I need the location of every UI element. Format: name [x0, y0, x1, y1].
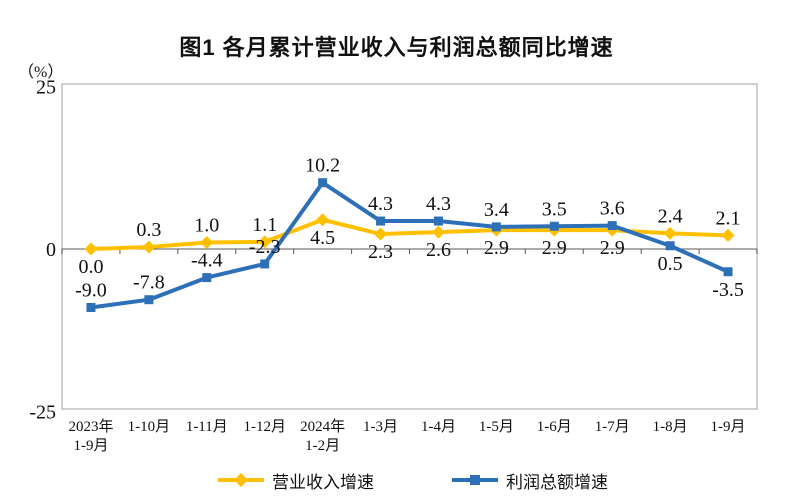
data-point-marker: [721, 228, 735, 242]
data-point-label: -9.0: [75, 280, 107, 302]
data-point-label: 0.0: [78, 256, 103, 278]
data-point-marker: [491, 222, 501, 232]
data-point-marker: [200, 236, 214, 249]
y-axis-tick-labels: 25 0 -25: [29, 77, 56, 424]
x-tick-label: 2023年: [68, 418, 113, 435]
data-point-marker: [374, 227, 388, 241]
data-point-marker: [316, 213, 330, 227]
data-point-label: 3.5: [542, 198, 567, 220]
data-point-label: 0.5: [658, 253, 683, 275]
category-axis: [61, 248, 758, 254]
data-point-marker: [202, 273, 212, 283]
legend-label-revenue: 营业收入增速: [272, 472, 374, 492]
data-point-marker: [318, 178, 328, 188]
x-tick-label: 1-3月: [363, 419, 398, 435]
data-point-label: 4.3: [426, 193, 451, 215]
x-tick-label: 1-5月: [479, 419, 514, 435]
x-tick-label: 1-9月: [73, 438, 108, 454]
data-point-label: 3.4: [484, 199, 509, 221]
x-tick-label: 1-9月: [711, 419, 746, 435]
x-tick-label: 1-8月: [653, 419, 688, 435]
x-tick-label: 1-2月: [305, 438, 340, 454]
data-point-label: 2.4: [658, 205, 683, 227]
data-point-marker: [86, 303, 96, 312]
data-point-label: 2.3: [368, 241, 393, 263]
y-axis-unit-label: （%）: [18, 64, 64, 81]
x-tick-label: 1-11月: [186, 419, 228, 435]
y-tick-label: 25: [36, 77, 56, 99]
series-revenue: 0.0 0.3 1.0 1.1 4.5 2.3 2.6 2.9 2.9 2.9 2.4 2.1: [78, 205, 740, 278]
x-tick-label: 1-12月: [243, 419, 286, 435]
series-line: [90, 180, 729, 310]
data-point-marker: [663, 226, 677, 240]
legend-label-profit: 利润总额增速: [506, 472, 608, 492]
data-point-marker: [376, 216, 386, 226]
data-point-label: 4.5: [310, 227, 335, 249]
x-tick-label: 1-6月: [537, 419, 572, 435]
data-point-label: 0.3: [136, 219, 161, 241]
data-point-label: 2.9: [600, 237, 625, 259]
chart-legend: 营业收入增速 利润总额增速: [0, 467, 793, 493]
x-tick-label: 1-4月: [421, 419, 456, 435]
data-point-marker: [142, 240, 156, 254]
x-axis-tick-labels: 2023年 1-9月 1-10月 1-11月 1-12月 2024年 1-2月 1-3月 1-4…: [68, 418, 745, 454]
data-point-label: -3.5: [712, 279, 744, 301]
data-point-label: 10.2: [305, 155, 340, 177]
x-tick-label: 1-10月: [128, 419, 171, 435]
x-tick-label: 1-7月: [595, 419, 630, 435]
legend-item-profit: 利润总额增速: [452, 467, 608, 493]
data-point-marker: [723, 267, 733, 277]
data-point-label: -4.4: [191, 250, 223, 272]
data-point-marker: [144, 295, 154, 305]
data-point-label: 3.6: [600, 198, 625, 220]
data-point-label: 2.1: [716, 207, 741, 229]
data-point-marker: [665, 241, 675, 251]
data-point-marker: [260, 259, 270, 269]
profit-line-marker-icon: [452, 475, 498, 485]
legend-item-revenue: 营业收入增速: [218, 467, 374, 493]
data-point-label: 1.1: [252, 214, 277, 236]
data-point-marker: [549, 221, 559, 231]
data-point-label: 2.6: [426, 239, 451, 261]
data-point-label: -2.3: [249, 236, 281, 258]
plot-area-border: [61, 83, 758, 410]
data-point-label: 2.9: [542, 237, 567, 259]
revenue-line-marker-icon: [218, 473, 264, 487]
data-point-marker: [431, 225, 445, 239]
data-point-label: 1.0: [194, 215, 219, 237]
data-point-label: -7.8: [133, 272, 165, 294]
data-point-label: 4.3: [368, 193, 393, 215]
y-tick-label: 0: [46, 239, 56, 261]
x-tick-label: 2024年: [300, 418, 345, 435]
data-point-marker: [84, 242, 98, 256]
y-tick-label: -25: [29, 402, 56, 424]
data-point-marker: [258, 235, 272, 249]
data-point-marker: [607, 221, 617, 231]
data-point-label: 2.9: [484, 237, 509, 259]
series-profit: -9.0 -7.8 -4.4 -2.3 10.2 4.3 4.3 3.4 3.5 3.6 0.5 -3…: [75, 155, 744, 312]
chart-title: 图1 各月累计营业收入与利润总额同比增速: [179, 35, 614, 60]
data-point-marker: [433, 216, 443, 226]
